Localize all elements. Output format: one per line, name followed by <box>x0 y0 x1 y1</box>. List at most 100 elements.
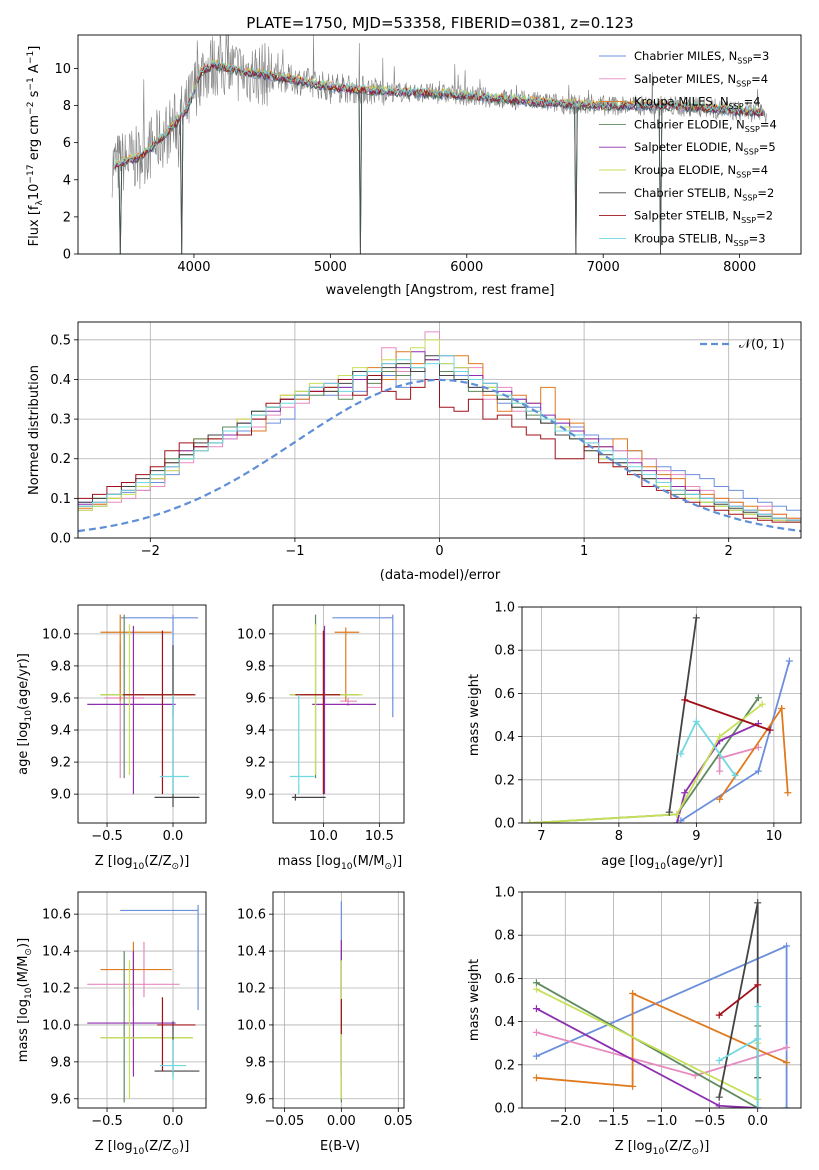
x-tick-label: 0.05 <box>384 1114 413 1129</box>
y-tick-label: 9.4 <box>245 724 266 739</box>
x-tick-label: 8 <box>615 829 623 844</box>
legend-entry: Kroupa MILES, NSSP=4 <box>634 95 761 111</box>
axes-residuals: −2 −1 0 1 2 0.0 0.1 0.2 0.3 0.4 0.5 (data-model)/er… <box>27 321 802 583</box>
normal-curve-line <box>78 378 801 533</box>
y-tick-label: 9.2 <box>50 756 71 771</box>
legend-entry: Salpeter ELODIE, NSSP=5 <box>634 140 776 156</box>
axes-weight-vs-age: 7 8 9 10 0.0 0.2 0.4 0.6 0.8 1.0 mass weight age [l… <box>467 601 802 872</box>
y-tick-label: 0.2 <box>494 1058 515 1073</box>
weight-marker <box>532 1074 540 1082</box>
label-part: 10 <box>24 710 34 722</box>
y-tick-label: 0.3 <box>50 413 71 428</box>
label-part: =2 <box>757 186 774 200</box>
y-tick-label: 9.4 <box>50 724 71 739</box>
y-tick-label: 10.0 <box>42 627 71 642</box>
label-part: 10 <box>133 862 145 872</box>
weight-marker <box>754 1104 762 1108</box>
label-part: SSP <box>741 216 756 225</box>
weight-marker <box>778 705 786 713</box>
label-part: =3 <box>752 49 769 63</box>
plot-area-weight-vs-Z <box>532 899 791 1108</box>
label-part: 10 <box>654 862 666 872</box>
y-tick-label: 0.4 <box>494 730 515 745</box>
label-part: Z [log <box>95 854 133 869</box>
label-part: −1 <box>26 51 36 64</box>
axes-age-vs-mass: 10.0 10.5 9.0 9.2 9.4 9.6 9.8 10.0 mass [log10(M… <box>237 604 405 872</box>
axes-frame <box>77 604 207 824</box>
x-tick-label: 0.00 <box>327 1114 356 1129</box>
y-tick-label: 6 <box>63 136 71 151</box>
label-part: SSP <box>734 239 749 248</box>
x-axis-label: Z [log10(Z/Z⊙)] <box>95 854 190 872</box>
y-tick-label: 10.4 <box>42 945 71 960</box>
label-part: 10 <box>24 987 34 999</box>
weight-marker <box>754 767 762 775</box>
y-tick-label: 10.4 <box>237 945 266 960</box>
label-part: (M/M <box>353 854 385 869</box>
y-tick-label: 9.8 <box>50 659 71 674</box>
x-axis-label: age [log10(age/yr)] <box>601 854 723 872</box>
axes-spectrum: 4000 5000 6000 7000 8000 0 2 4 6 8 10 PLATE=1750, M… <box>26 14 802 298</box>
weight-marker <box>526 819 534 823</box>
axes-frame <box>77 891 207 1109</box>
label-part: 10 <box>27 184 42 201</box>
legend-entry: Kroupa ELODIE, NSSP=4 <box>634 163 768 179</box>
label-part: Salpeter MILES, N <box>634 72 736 86</box>
label-part: Z [log <box>95 1139 133 1154</box>
y-tick-label: 0.1 <box>50 492 71 507</box>
weight-marker <box>677 750 685 758</box>
label-part: λ <box>35 200 45 206</box>
y-tick-label: 8 <box>63 99 71 114</box>
x-tick-label: −1.5 <box>598 1114 630 1129</box>
y-tick-label: 9.2 <box>245 756 266 771</box>
weight-marker <box>677 817 685 823</box>
model-spectrum-line <box>114 59 764 167</box>
y-tick-label: 1.0 <box>494 886 515 901</box>
label-part: −17 <box>26 164 36 183</box>
axes-age-vs-Z: −0.5 0.09.09.29.49.69.810.0Z [log10(Z/Z⊙)… <box>16 604 207 872</box>
y-tick-label: 10.6 <box>42 908 71 923</box>
label-part: −1 <box>26 77 36 90</box>
chart-title: PLATE=1750, MJD=53358, FIBERID=0381, z=0… <box>246 14 633 32</box>
plot-background <box>522 607 801 823</box>
axes-frame <box>272 604 405 824</box>
x-tick-label: 9 <box>692 829 700 844</box>
label-part: SSP <box>742 193 757 202</box>
label-part: age [log <box>601 854 654 869</box>
label-part: =4 <box>751 163 768 177</box>
weight-marker <box>665 808 673 816</box>
label-part: A <box>27 64 42 77</box>
x-tick-label: −1.0 <box>646 1114 678 1129</box>
plot-background <box>78 605 206 823</box>
label-part: Salpeter STELIB, N <box>634 209 741 223</box>
y-tick-label: 0.2 <box>494 773 515 788</box>
weight-marker <box>783 942 791 950</box>
weight-marker <box>785 657 793 665</box>
weight-marker <box>532 1028 540 1036</box>
weight-marker <box>784 789 792 797</box>
histogram-step <box>78 355 801 523</box>
label-part: (Z/Z <box>144 854 171 869</box>
plot-area-age-vs-mass <box>289 614 394 801</box>
weight-marker <box>731 771 739 779</box>
label-part: )] <box>16 938 31 948</box>
weight-marker <box>715 1011 723 1019</box>
x-tick-label: −1 <box>285 544 304 559</box>
label-part: erg cm <box>27 115 42 164</box>
label-part: Chabrier ELODIE, N <box>634 117 745 131</box>
weight-marker <box>754 1002 762 1010</box>
weight-line <box>718 984 759 1016</box>
y-axis-label: mass [log10(M/M⊙)] <box>16 938 34 1062</box>
plot-background <box>273 892 404 1108</box>
label-part: Kroupa ELODIE, N <box>634 163 736 177</box>
label-part: SSP <box>744 148 759 157</box>
label-part: Z [log <box>615 1139 653 1154</box>
weight-marker <box>783 1104 791 1108</box>
plot-area-mass-vs-Z <box>87 904 200 1103</box>
axes-frame <box>272 891 405 1109</box>
x-tick-label: −2 <box>141 544 160 559</box>
weight-marker <box>716 767 724 775</box>
label-part: 10 <box>133 1147 145 1157</box>
axes-mass-vs-ebv: −0.05 0.00 0.05 9.6 9.8 10.0 10.2 10.4 10.6 E(B-V… <box>237 891 413 1154</box>
y-tick-label: 4 <box>63 173 71 188</box>
